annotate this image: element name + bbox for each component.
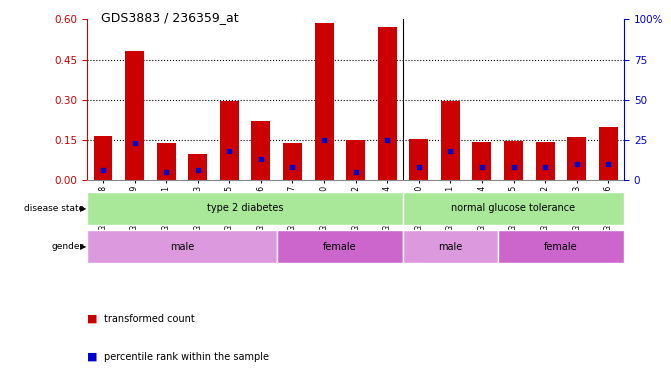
Bar <box>441 101 460 180</box>
Bar <box>599 127 618 180</box>
Bar <box>409 139 428 180</box>
Bar <box>472 142 491 180</box>
Bar <box>315 23 333 180</box>
Bar <box>498 230 624 263</box>
Text: ▶: ▶ <box>80 242 87 251</box>
Bar <box>403 192 624 225</box>
Text: female: female <box>544 242 578 252</box>
Bar <box>504 141 523 180</box>
Text: percentile rank within the sample: percentile rank within the sample <box>104 352 269 362</box>
Text: disease state: disease state <box>23 204 84 213</box>
Text: female: female <box>323 242 357 252</box>
Bar <box>220 101 239 180</box>
Text: male: male <box>438 242 462 252</box>
Text: gender: gender <box>52 242 84 251</box>
Bar <box>276 230 403 263</box>
Text: male: male <box>170 242 194 252</box>
Text: normal glucose tolerance: normal glucose tolerance <box>452 203 576 214</box>
Text: ■: ■ <box>87 352 98 362</box>
Bar <box>567 137 586 180</box>
Text: GDS3883 / 236359_at: GDS3883 / 236359_at <box>101 12 238 25</box>
Bar <box>252 121 270 180</box>
Bar <box>403 230 498 263</box>
Bar <box>535 142 554 180</box>
Text: type 2 diabetes: type 2 diabetes <box>207 203 283 214</box>
Text: transformed count: transformed count <box>104 314 195 324</box>
Text: ▶: ▶ <box>80 204 87 213</box>
Bar <box>157 143 176 180</box>
Bar <box>93 136 113 180</box>
Bar <box>87 230 276 263</box>
Bar <box>283 143 302 180</box>
Bar <box>189 154 207 180</box>
Bar <box>346 140 365 180</box>
Text: ■: ■ <box>87 314 98 324</box>
Bar <box>125 51 144 180</box>
Bar <box>378 27 397 180</box>
Bar <box>87 192 403 225</box>
